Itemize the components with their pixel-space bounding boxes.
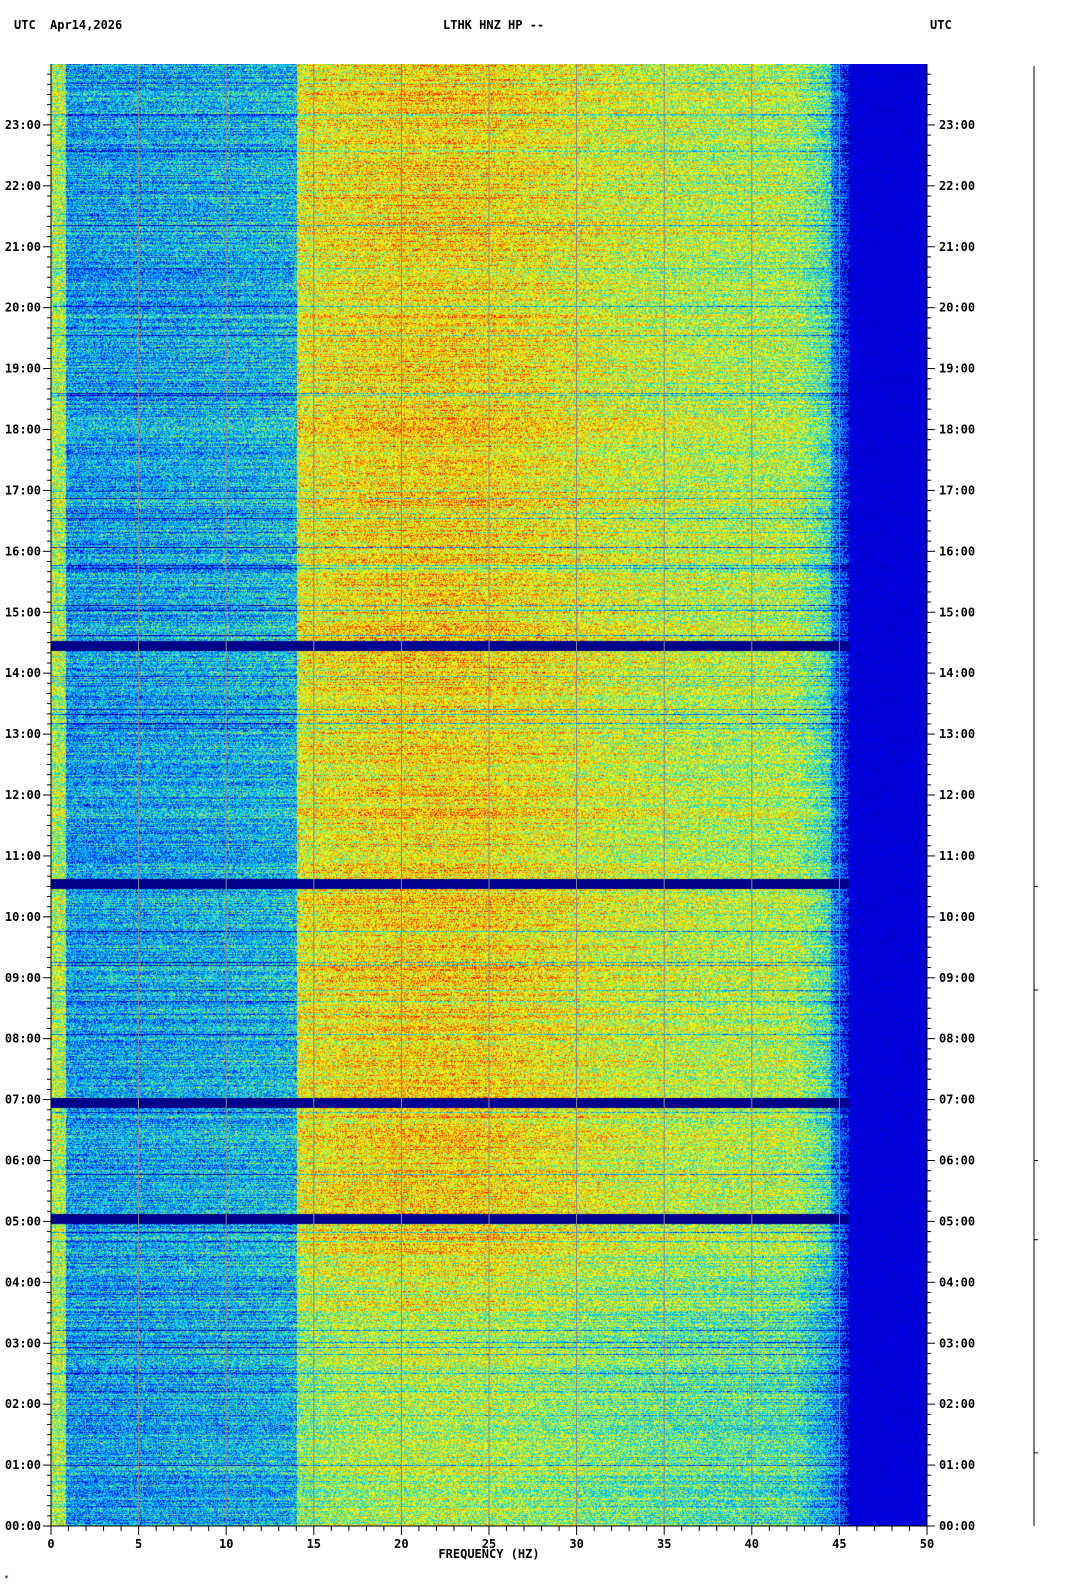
- y-tick-label-left: 19:00: [5, 362, 41, 376]
- y-tick-label-right: 17:00: [939, 483, 975, 497]
- y-tick-label-left: 11:00: [5, 849, 41, 863]
- y-tick-label-left: 03:00: [5, 1336, 41, 1350]
- y-tick-label-right: 01:00: [939, 1458, 975, 1472]
- x-tick-label: 10: [219, 1537, 233, 1551]
- y-tick-label-right: 21:00: [939, 240, 975, 254]
- y-tick-label-left: 15:00: [5, 605, 41, 619]
- y-tick-label-left: 07:00: [5, 1093, 41, 1107]
- y-tick-label-left: 12:00: [5, 788, 41, 802]
- y-tick-label-left: 23:00: [5, 118, 41, 132]
- grid-lines: [138, 64, 840, 1526]
- y-axis-ticks-left: 00:00 01:00 02:00 03:00 04:00 05:00 06:00 07:00…: [5, 73, 51, 1533]
- y-tick-label-right: 14:00: [939, 666, 975, 680]
- y-tick-label-right: 06:00: [939, 1154, 975, 1168]
- y-tick-label-right: 13:00: [939, 727, 975, 741]
- y-tick-label-right: 02:00: [939, 1397, 975, 1411]
- y-tick-label-left: 18:00: [5, 423, 41, 437]
- x-axis-title: FREQUENCY (HZ): [438, 1547, 539, 1561]
- y-tick-label-right: 22:00: [939, 179, 975, 193]
- y-tick-label-left: 10:00: [5, 910, 41, 924]
- x-tick-label: 30: [569, 1537, 583, 1551]
- y-tick-label-right: 12:00: [939, 788, 975, 802]
- x-tick-label: 45: [832, 1537, 846, 1551]
- y-tick-label-right: 09:00: [939, 971, 975, 985]
- y-tick-label-right: 11:00: [939, 849, 975, 863]
- y-tick-label-left: 06:00: [5, 1154, 41, 1168]
- date-label: Apr14,2026: [50, 18, 123, 32]
- y-tick-label-left: 14:00: [5, 666, 41, 680]
- y-tick-label-right: 19:00: [939, 362, 975, 376]
- x-tick-label: 25: [482, 1537, 496, 1551]
- utc-label-right: UTC: [930, 18, 952, 32]
- y-tick-label-right: 03:00: [939, 1336, 975, 1350]
- utc-label-left: UTC: [14, 18, 36, 32]
- x-tick-label: 50: [920, 1537, 934, 1551]
- y-tick-label-left: 21:00: [5, 240, 41, 254]
- x-tick-label: 15: [307, 1537, 321, 1551]
- y-tick-label-right: 07:00: [939, 1093, 975, 1107]
- y-tick-label-left: 08:00: [5, 1032, 41, 1046]
- right-scale-bar: [1033, 66, 1038, 1526]
- y-tick-label-left: 05:00: [5, 1214, 41, 1228]
- y-tick-label-right: 10:00: [939, 910, 975, 924]
- x-axis-ticks: 0 5 10 15 20 25 30 35 40 45 50: [47, 1526, 934, 1551]
- y-tick-label-right: 18:00: [939, 423, 975, 437]
- y-tick-label-right: 15:00: [939, 605, 975, 619]
- corner-mark: *: [4, 1574, 9, 1583]
- y-axis-ticks-right: 00:00 01:00 02:00 03:00 04:00 05:00 06:00 07:00…: [927, 73, 975, 1533]
- y-tick-label-left: 16:00: [5, 544, 41, 558]
- y-tick-label-right: 16:00: [939, 544, 975, 558]
- station-title: LTHK HNZ HP --: [443, 18, 545, 32]
- x-tick-label: 5: [135, 1537, 142, 1551]
- y-tick-label-left: 17:00: [5, 483, 41, 497]
- x-tick-label: 40: [745, 1537, 759, 1551]
- y-tick-label-left: 02:00: [5, 1397, 41, 1411]
- y-tick-label-right: 00:00: [939, 1519, 975, 1533]
- x-tick-label: 20: [394, 1537, 408, 1551]
- y-tick-label-right: 23:00: [939, 118, 975, 132]
- y-tick-label-left: 00:00: [5, 1519, 41, 1533]
- y-tick-label-right: 20:00: [939, 301, 975, 315]
- y-tick-label-left: 09:00: [5, 971, 41, 985]
- y-tick-label-right: 04:00: [939, 1275, 975, 1289]
- y-tick-label-left: 20:00: [5, 301, 41, 315]
- x-tick-label: 35: [657, 1537, 671, 1551]
- y-tick-label-left: 22:00: [5, 179, 41, 193]
- y-tick-label-left: 01:00: [5, 1458, 41, 1472]
- y-tick-label-right: 05:00: [939, 1214, 975, 1228]
- y-tick-label-right: 08:00: [939, 1032, 975, 1046]
- y-tick-label-left: 04:00: [5, 1275, 41, 1289]
- x-tick-label: 0: [47, 1537, 54, 1551]
- y-tick-label-left: 13:00: [5, 727, 41, 741]
